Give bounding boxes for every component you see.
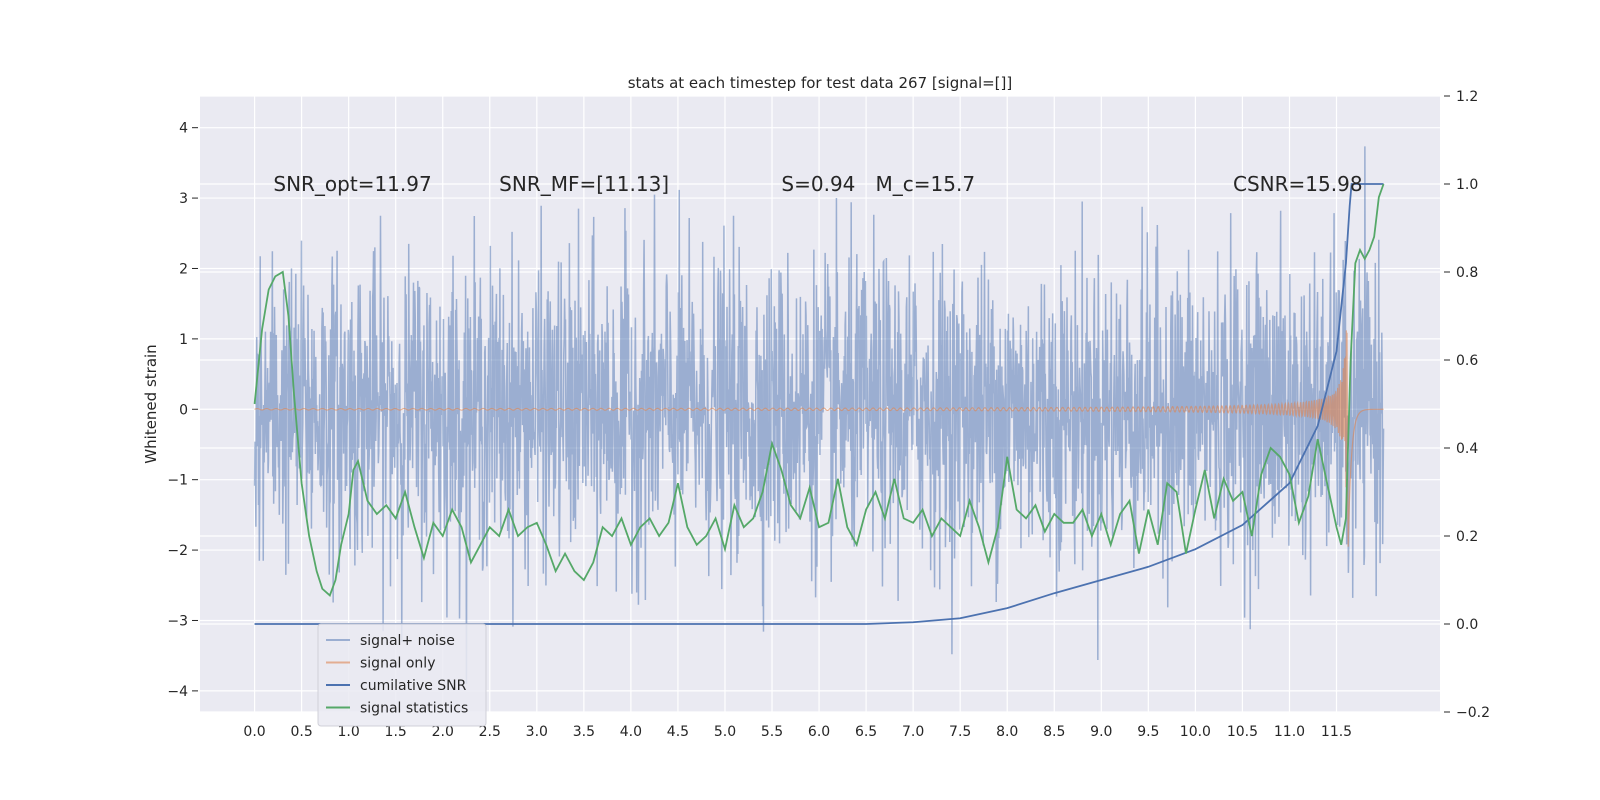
y2-tick-label: 1.0 — [1456, 177, 1478, 193]
legend-label: cumilative SNR — [360, 678, 467, 694]
x-tick-label: 9.0 — [1090, 724, 1112, 740]
x-tick-label: 10.0 — [1180, 724, 1211, 740]
x-tick-label: 7.0 — [902, 724, 924, 740]
y-tick-label: 1 — [179, 332, 188, 348]
y2-tick-label: −0.2 — [1456, 705, 1490, 721]
y-tick-label: 4 — [179, 121, 188, 137]
x-tick-label: 2.0 — [432, 724, 454, 740]
legend-label: signal+ noise — [360, 633, 455, 649]
x-tick-label: 6.5 — [855, 724, 877, 740]
series-signal-statistics — [253, 183, 1385, 597]
x-tick-label: 7.5 — [949, 724, 971, 740]
annotation-label: S=0.94 — [781, 172, 855, 196]
y-tick-label: 3 — [179, 191, 188, 207]
x-tick-label: 8.0 — [996, 724, 1018, 740]
y-axis-label: Whitened strain — [142, 344, 160, 463]
y-tick-label: −2 — [167, 543, 188, 559]
legend-label: signal statistics — [360, 701, 468, 717]
y2-tick-label: 0.0 — [1456, 617, 1478, 633]
x-tick-label: 10.5 — [1227, 724, 1258, 740]
y-tick-label: −1 — [167, 473, 188, 489]
x-tick-label: 6.0 — [808, 724, 830, 740]
series-cumulative-snr — [254, 183, 1384, 625]
x-tick-label: 9.5 — [1137, 724, 1159, 740]
annotation-label: CSNR=15.98 — [1233, 172, 1363, 196]
y-tick-label: −3 — [167, 613, 188, 629]
axes: 0.0 0.5 1.0 1.5 2.0 2.5 3.0 3.5 4.0 4.5 5.0 5.5 6.0 6… — [167, 89, 1490, 740]
legend: signal+ noise signal only cumilative SNR si… — [317, 623, 487, 727]
x-tick-label: 5.0 — [714, 724, 736, 740]
series-signal-only — [254, 330, 1384, 547]
series-signal-noise — [253, 146, 1385, 684]
y-tick-label: 0 — [179, 402, 188, 418]
x-tick-label: 5.5 — [761, 724, 783, 740]
x-tick-label: 3.5 — [573, 724, 595, 740]
y2-tick-label: 0.4 — [1456, 441, 1478, 457]
x-tick-label: 11.5 — [1321, 724, 1352, 740]
annotation-label: SNR_MF=[11.13] — [499, 172, 669, 196]
legend-label: signal only — [360, 656, 435, 672]
x-tick-label: 0.5 — [290, 724, 312, 740]
y2-tick-label: 0.2 — [1456, 529, 1478, 545]
x-tick-label: 2.5 — [479, 724, 501, 740]
y2-tick-label: 1.2 — [1456, 89, 1478, 105]
y2-tick-label: 0.8 — [1456, 265, 1478, 281]
legend-box — [317, 623, 487, 727]
annotation-label: SNR_opt=11.97 — [273, 172, 431, 196]
x-tick-label: 8.5 — [1043, 724, 1065, 740]
chart-title: stats at each timestep for test data 267… — [628, 74, 1013, 92]
y-tick-label: −4 — [167, 684, 188, 700]
x-tick-label: 4.5 — [667, 724, 689, 740]
annotation-label: M_c=15.7 — [876, 172, 976, 196]
x-tick-label: 1.0 — [338, 724, 360, 740]
annotations: SNR_opt=11.97 SNR_MF=[11.13] S=0.94 M_c=15.… — [273, 172, 1362, 196]
x-tick-label: 3.0 — [526, 724, 548, 740]
x-tick-label: 11.0 — [1274, 724, 1305, 740]
y2-tick-label: 0.6 — [1456, 353, 1478, 369]
x-tick-label: 0.0 — [243, 724, 265, 740]
data-layer — [253, 146, 1385, 684]
x-tick-label: 4.0 — [620, 724, 642, 740]
x-tick-label: 1.5 — [385, 724, 407, 740]
y-tick-label: 2 — [179, 261, 188, 277]
